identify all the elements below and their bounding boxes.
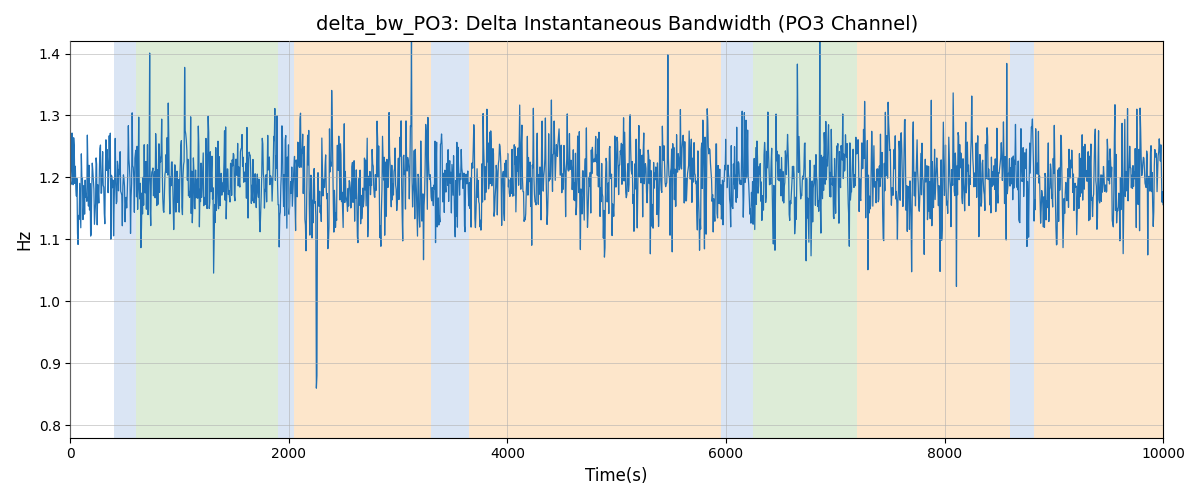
Bar (1010, 41, 1034, 438)
Bar (895, 41, 1010, 438)
Bar (857, 41, 895, 438)
Bar (136, 41, 278, 438)
Y-axis label: Hz: Hz (14, 229, 32, 250)
Bar (294, 41, 431, 438)
Bar (114, 41, 136, 438)
Bar (754, 41, 857, 438)
Bar (278, 41, 294, 438)
Bar (431, 41, 469, 438)
X-axis label: Time(s): Time(s) (586, 467, 648, 485)
Title: delta_bw_PO3: Delta Instantaneous Bandwidth (PO3 Channel): delta_bw_PO3: Delta Instantaneous Bandwi… (316, 15, 918, 35)
Bar (1034, 41, 1163, 438)
Bar (720, 41, 754, 438)
Bar (469, 41, 720, 438)
